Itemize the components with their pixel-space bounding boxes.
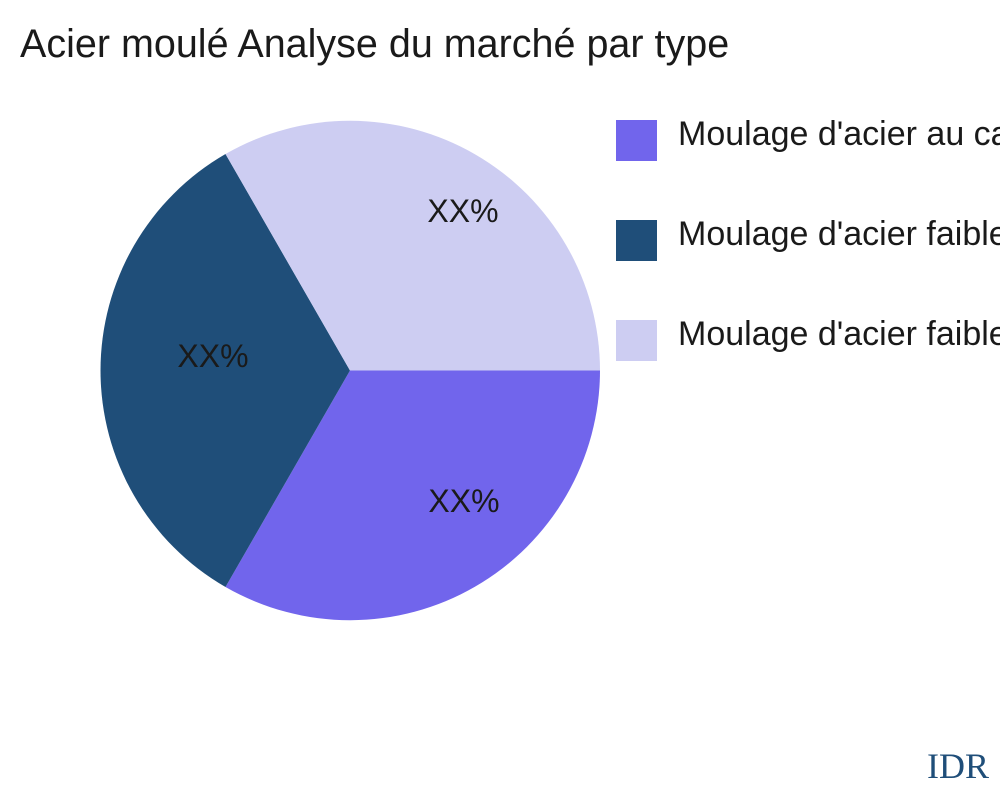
svg-text:XX%: XX% [428, 483, 499, 519]
svg-text:XX%: XX% [177, 338, 248, 374]
svg-text:XX%: XX% [427, 193, 498, 229]
